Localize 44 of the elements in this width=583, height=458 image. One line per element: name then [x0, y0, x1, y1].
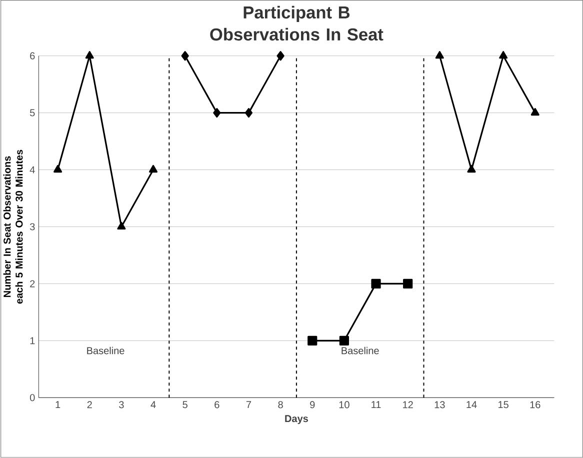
y-tick-label: 5: [30, 109, 35, 116]
y-tick-label: 4: [30, 166, 35, 174]
x-tick-label: 14: [466, 401, 477, 408]
annotation: Baseline: [342, 346, 379, 354]
point: [54, 165, 62, 173]
x-tick-label: 3: [119, 401, 124, 408]
point: [244, 108, 253, 118]
x-tick-label: 6: [214, 401, 220, 408]
x-tick-label: 16: [530, 401, 540, 408]
annotation: Baseline: [87, 346, 124, 354]
point: [467, 165, 476, 173]
x-axis-title: Days: [285, 415, 308, 424]
x-tick-label: 9: [310, 401, 315, 408]
chart-title: Participant B Observations In Seat: [210, 6, 384, 41]
point: [276, 51, 284, 61]
point: [117, 222, 126, 230]
y-tick-label: 2: [30, 280, 35, 288]
point: [435, 51, 444, 59]
point: [308, 336, 318, 346]
y-tick-label: 6: [30, 52, 35, 60]
point: [181, 51, 189, 61]
x-tick-label: 1: [56, 401, 60, 408]
x-tick-label: 5: [182, 401, 188, 408]
x-tick-label: 7: [246, 401, 252, 408]
x-tick-label: 10: [339, 401, 350, 408]
point: [213, 108, 221, 118]
point: [148, 165, 158, 173]
x-tick-label: 4: [150, 401, 156, 408]
x-tick-label: 8: [278, 401, 283, 408]
x-tick-label: 15: [498, 401, 508, 408]
x-tick-label: 13: [434, 401, 445, 408]
y-tick-label: 0: [30, 394, 35, 402]
x-tick-label: 2: [87, 401, 92, 408]
point: [530, 108, 540, 116]
y-axis-title: Number In Seat Observations each 5 Minutes Over 30 Minutes: [3, 150, 23, 304]
y-tick-label: 1: [30, 337, 35, 344]
y-tick-label: 3: [30, 223, 35, 230]
x-tick-label: 11: [372, 401, 381, 408]
point: [499, 51, 508, 59]
point: [403, 279, 413, 289]
point: [339, 336, 349, 346]
point: [85, 51, 94, 59]
x-tick-label: 12: [403, 401, 413, 408]
point: [371, 279, 381, 289]
